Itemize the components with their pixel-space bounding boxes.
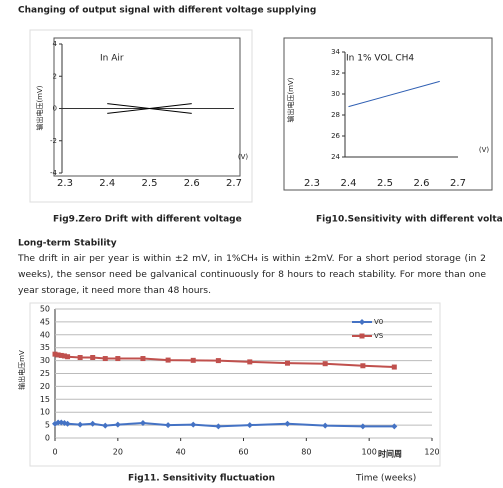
x-axis-label: (V): [238, 153, 249, 161]
legend-marker: [359, 319, 365, 325]
y-tick-label: 34: [331, 48, 340, 56]
y-tick-label: 0: [53, 105, 57, 113]
y-axis-label: 输出电压(mV): [286, 77, 295, 122]
caption: Fig9.Zero Drift with different voltage: [53, 215, 242, 225]
marker: [102, 422, 109, 429]
y-axis-label: 输出电压mV: [17, 350, 26, 390]
marker: [190, 421, 197, 428]
x-tick-label: 2.6: [184, 178, 200, 189]
y-tick-label: 45: [40, 317, 50, 326]
paragraph: The drift in air per year is within ±2 m…: [18, 253, 486, 296]
marker: [246, 422, 253, 429]
fig9-frame: [29, 29, 253, 203]
marker: [284, 420, 291, 427]
marker: [55, 419, 62, 426]
x-tick-label: 80: [301, 448, 311, 457]
marker: [391, 423, 398, 430]
marker: [139, 420, 146, 427]
annotation: In 1% VOL CH4: [346, 54, 414, 64]
marker: [165, 422, 172, 429]
y-tick-label: 2: [53, 72, 57, 80]
x-tick-label: 2.5: [142, 178, 158, 189]
section-title: Long-term Stability: [18, 239, 117, 249]
legend-marker: [359, 333, 365, 339]
x-tick-label: 2.3: [57, 178, 73, 189]
caption: Fig10.Sensitivity with different voltage: [316, 215, 503, 225]
marker: [58, 352, 64, 358]
x-tick-label: 2.4: [99, 178, 115, 189]
marker: [247, 359, 253, 365]
x-tick-label: 2.7: [450, 178, 466, 189]
y-tick-label: -4: [50, 169, 58, 177]
marker: [52, 351, 58, 357]
marker: [190, 357, 196, 363]
y-tick-label: 50: [40, 305, 50, 314]
marker: [165, 357, 171, 363]
marker: [360, 363, 366, 369]
y-tick-label: 4: [53, 40, 58, 48]
fig10-plot-box: [283, 37, 493, 191]
marker: [322, 361, 328, 367]
x-axis-label: (V): [479, 146, 490, 154]
time-label: Time (weeks): [355, 474, 416, 484]
marker: [61, 353, 67, 359]
x-tick-label: 40: [176, 448, 186, 457]
marker: [55, 352, 61, 358]
marker: [65, 354, 71, 360]
y-axis-label: 输出电压(mV): [35, 85, 44, 130]
y-tick-label: 30: [331, 90, 340, 98]
x-tick-label: 2.5: [377, 178, 393, 189]
marker: [77, 355, 83, 361]
x-tick-label: 100: [362, 448, 377, 457]
y-tick-label: 30: [40, 356, 50, 365]
y-tick-label: 40: [40, 330, 50, 339]
marker: [64, 420, 71, 427]
y-tick-label: 26: [331, 132, 340, 140]
fig11-frame: [29, 302, 441, 467]
marker: [90, 355, 96, 361]
marker: [115, 356, 121, 362]
legend-label: VS: [374, 332, 384, 340]
y-tick-label: 5: [45, 421, 50, 430]
x-tick-label: 2.6: [414, 178, 430, 189]
y-tick-label: 20: [40, 382, 50, 391]
y-tick-label: 15: [40, 395, 50, 404]
y-tick-label: 35: [40, 343, 50, 352]
annotation: In Air: [100, 54, 124, 64]
legend-label: V0: [374, 318, 383, 326]
caption: Fig11. Sensitivity fluctuation: [128, 474, 275, 484]
marker: [140, 356, 146, 362]
marker: [215, 423, 222, 430]
x-tick-label: 120: [424, 448, 439, 457]
x-tick-label: 60: [238, 448, 248, 457]
marker: [89, 420, 96, 427]
marker: [215, 358, 221, 364]
series-line: [348, 80, 440, 108]
x-axis-label: 时间周: [378, 449, 402, 459]
x-tick-label: 2.7: [226, 178, 242, 189]
marker: [77, 421, 84, 428]
y-tick-label: -2: [50, 137, 57, 145]
fig9-plot-box: [53, 37, 241, 177]
y-tick-label: 28: [331, 111, 340, 119]
marker: [114, 421, 121, 428]
x-tick-label: 20: [113, 448, 123, 457]
heading: Changing of output signal with different…: [18, 6, 316, 16]
y-tick-label: 25: [40, 369, 50, 378]
marker: [102, 356, 108, 362]
y-tick-label: 10: [40, 408, 50, 417]
marker: [359, 423, 366, 430]
x-tick-label: 0: [52, 448, 57, 457]
marker: [284, 360, 290, 366]
marker: [322, 422, 329, 429]
y-tick-label: 24: [331, 153, 340, 161]
x-tick-label: 2.3: [304, 178, 320, 189]
y-tick-label: 0: [45, 434, 50, 443]
x-tick-label: 2.4: [341, 178, 357, 189]
y-tick-label: 32: [331, 69, 340, 77]
marker: [391, 364, 397, 370]
series-line: [107, 103, 192, 114]
